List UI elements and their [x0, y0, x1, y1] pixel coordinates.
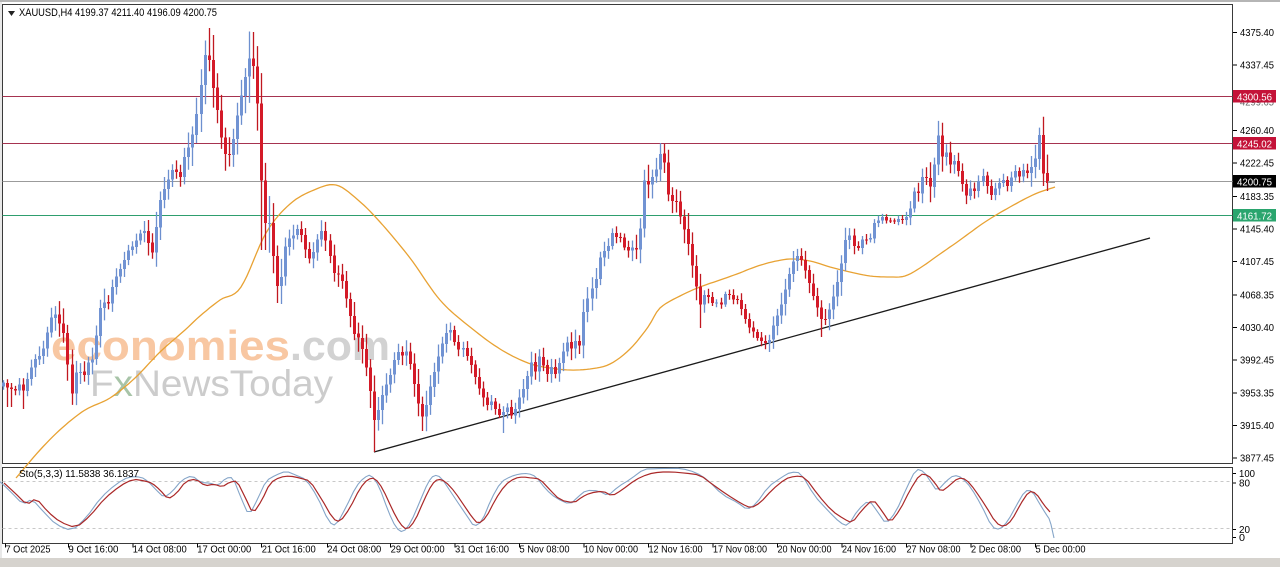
- svg-text:4145.40: 4145.40: [1240, 224, 1274, 236]
- svg-text:27 Nov 08:00: 27 Nov 08:00: [907, 544, 961, 556]
- svg-text:4183.35: 4183.35: [1240, 191, 1274, 203]
- svg-text:29 Oct 00:00: 29 Oct 00:00: [391, 544, 445, 556]
- svg-text:4068.35: 4068.35: [1240, 289, 1274, 301]
- svg-text:7 Oct 2025: 7 Oct 2025: [6, 544, 51, 556]
- svg-text:.com: .com: [290, 322, 390, 369]
- svg-text:0: 0: [1239, 532, 1245, 544]
- svg-text:24 Nov 16:00: 24 Nov 16:00: [842, 544, 896, 556]
- svg-text:100: 100: [1239, 468, 1255, 480]
- svg-text:5 Nov 08:00: 5 Nov 08:00: [520, 544, 570, 556]
- svg-text:9 Oct 16:00: 9 Oct 16:00: [68, 544, 118, 556]
- svg-text:14 Oct 08:00: 14 Oct 08:00: [133, 544, 187, 556]
- svg-text:24 Oct 08:00: 24 Oct 08:00: [327, 544, 381, 556]
- svg-text:4375.40: 4375.40: [1240, 27, 1274, 39]
- svg-text:4107.45: 4107.45: [1240, 256, 1274, 268]
- svg-text:20 Nov 00:00: 20 Nov 00:00: [778, 544, 832, 556]
- svg-text:economies: economies: [51, 322, 290, 369]
- svg-text:31 Oct 16:00: 31 Oct 16:00: [455, 544, 509, 556]
- svg-text:17 Oct 00:00: 17 Oct 00:00: [197, 544, 251, 556]
- svg-text:FxNewsToday: FxNewsToday: [90, 363, 334, 404]
- svg-text:3915.40: 3915.40: [1240, 420, 1274, 432]
- svg-text:4260.40: 4260.40: [1240, 125, 1274, 137]
- svg-text:20: 20: [1239, 524, 1250, 536]
- svg-text:4245.02: 4245.02: [1237, 138, 1272, 150]
- svg-text:12 Nov 16:00: 12 Nov 16:00: [649, 544, 703, 556]
- svg-text:5 Dec 00:00: 5 Dec 00:00: [1036, 544, 1086, 556]
- svg-text:3992.45: 3992.45: [1240, 354, 1274, 366]
- svg-text:4161.72: 4161.72: [1237, 210, 1272, 222]
- svg-text:Sto(5,3,3) 11.5838 36.1837: Sto(5,3,3) 11.5838 36.1837: [19, 468, 139, 480]
- svg-text:80: 80: [1239, 478, 1250, 490]
- svg-text:4200.75: 4200.75: [1237, 176, 1272, 188]
- svg-text:4300.56: 4300.56: [1237, 91, 1272, 103]
- svg-text:XAUUSD,H4 4199.37 4211.40 419: XAUUSD,H4 4199.37 4211.40 4196.09 4200.7…: [19, 7, 217, 19]
- svg-text:2 Dec 08:00: 2 Dec 08:00: [971, 544, 1021, 556]
- svg-text:3877.45: 3877.45: [1240, 453, 1274, 465]
- svg-text:17 Nov 08:00: 17 Nov 08:00: [713, 544, 767, 556]
- svg-text:4030.40: 4030.40: [1240, 322, 1274, 334]
- svg-text:10 Nov 00:00: 10 Nov 00:00: [584, 544, 638, 556]
- svg-text:3953.35: 3953.35: [1240, 388, 1274, 400]
- svg-text:4222.45: 4222.45: [1240, 158, 1274, 170]
- svg-text:4337.45: 4337.45: [1240, 59, 1274, 71]
- svg-text:21 Oct 16:00: 21 Oct 16:00: [262, 544, 316, 556]
